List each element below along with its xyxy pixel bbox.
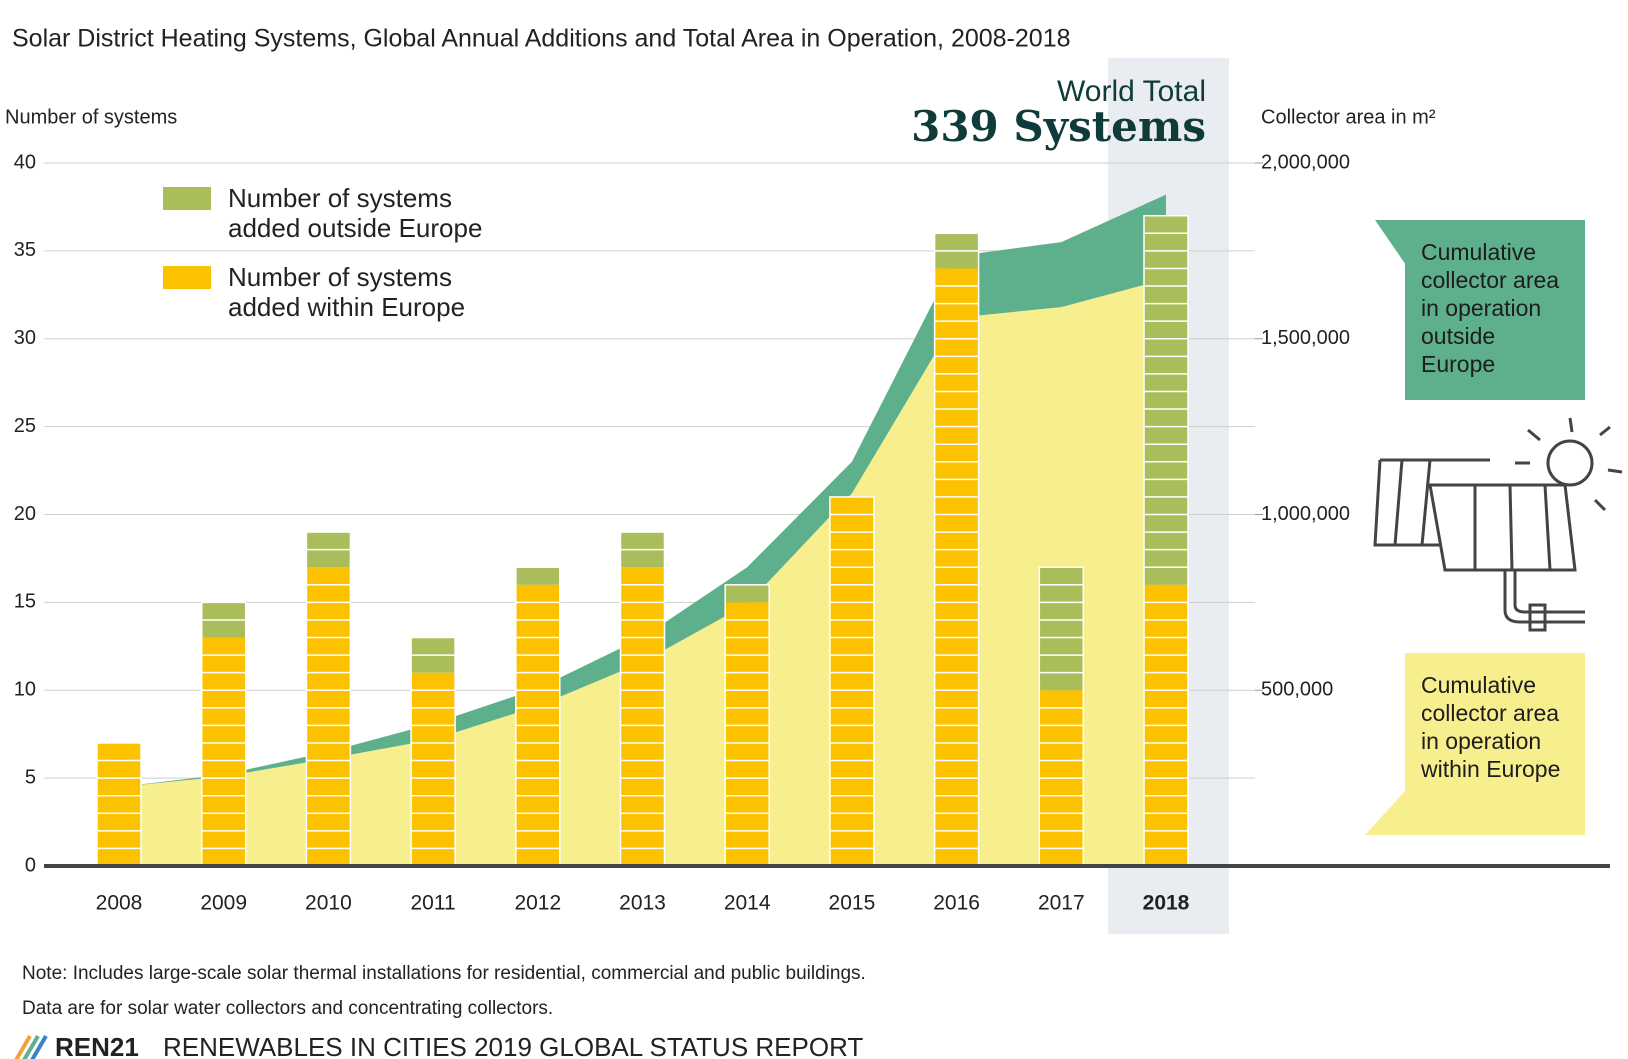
note: Note: Includes large-scale solar thermal…: [22, 963, 866, 984]
source-org: REN21: [55, 1032, 139, 1059]
y2-tick-label: 1,500,000: [1261, 327, 1350, 349]
solar-icon: [1373, 417, 1623, 632]
y-tick-label: 35: [14, 239, 36, 261]
logo: [14, 1034, 48, 1059]
areas: [119, 194, 1166, 866]
source: RENEWABLES IN CITIES 2019 GLOBAL STATUS …: [163, 1032, 863, 1059]
bar: [1144, 215, 1188, 585]
x-tick-label: 2018: [1143, 892, 1190, 915]
bar: [97, 742, 141, 866]
y-tick-label: 15: [14, 591, 36, 613]
bars: [96, 214, 1189, 867]
x-tick-label: 2016: [933, 892, 980, 915]
y-tick-label: 0: [25, 854, 36, 876]
bar: [725, 584, 770, 603]
x-tick-label: 2008: [96, 892, 143, 915]
x-tick-label: 2015: [829, 892, 876, 915]
y-tick-label: 20: [14, 503, 36, 525]
x-tick-label: 2014: [724, 892, 771, 915]
y-axis-label: Number of systems: [5, 106, 177, 128]
legend-swatch: [163, 187, 211, 210]
labels: 0 5 10 15 20 25 30 35 40 500,000 1,000,000 1,500,00…: [14, 151, 1610, 915]
annotation: World Total: [1057, 75, 1206, 108]
x-tick-label: 2012: [514, 892, 561, 915]
area: [119, 278, 1166, 866]
x-tick-label: 2011: [411, 892, 456, 915]
legend-label: Number of systems added within Europe: [228, 262, 466, 322]
legend-swatch: [163, 266, 211, 289]
y-tick-label: 10: [14, 679, 36, 701]
bar: [725, 602, 770, 866]
annotation: 339 Systems: [911, 102, 1206, 151]
y2-tick-label: 2,000,000: [1261, 151, 1350, 173]
callout: Cumulative collector area in operation w…: [1405, 653, 1585, 835]
bar: [515, 567, 560, 585]
bar: [201, 637, 246, 866]
bar: [620, 567, 665, 866]
x-tick-label: 2009: [200, 892, 247, 915]
y2-axis-label: Collector area in m²: [1261, 106, 1436, 128]
legend-label: Number of systems added outside Europe: [228, 183, 483, 243]
x-tick-label: 2010: [305, 892, 352, 915]
bar: [829, 496, 874, 866]
callout-tail: [1375, 220, 1406, 265]
callout: Cumulative collector area in operation o…: [1405, 220, 1585, 400]
y2-tick-label: 1,000,000: [1261, 503, 1350, 525]
bar: [1039, 567, 1084, 691]
bar: [411, 672, 456, 866]
y-tick-label: 25: [14, 415, 36, 437]
y-tick-label: 5: [25, 766, 36, 788]
x-tick-label: 2017: [1038, 892, 1085, 915]
y-tick-label: 40: [14, 151, 36, 173]
y-tick-label: 30: [14, 327, 36, 349]
area: [119, 194, 1166, 787]
note: Data are for solar water collectors and …: [22, 998, 553, 1019]
bar: [306, 567, 351, 866]
chart-title: Solar District Heating Systems, Global A…: [12, 25, 1071, 53]
x-tick-label: 2013: [619, 892, 666, 915]
callout-tail: [1365, 790, 1406, 835]
y2-tick-label: 500,000: [1261, 679, 1333, 701]
